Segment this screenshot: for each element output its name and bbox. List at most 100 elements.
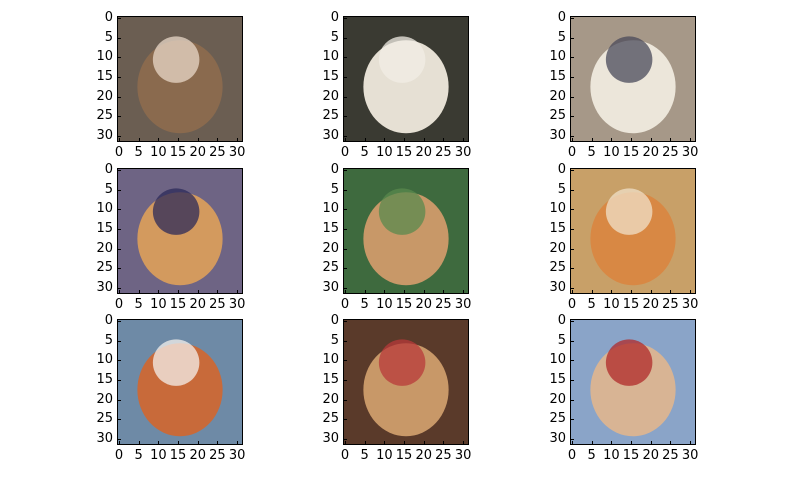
y-tick-mark xyxy=(343,380,347,381)
y-tick-mark xyxy=(570,136,574,137)
x-tick-label: 30 xyxy=(228,448,246,463)
x-tick-mark xyxy=(611,138,612,142)
dog-photo xyxy=(118,169,242,293)
y-tick-label: 0 xyxy=(330,9,339,25)
dog-photo xyxy=(344,17,468,141)
x-tick-label: 10 xyxy=(376,448,393,463)
x-tick-label: 30 xyxy=(228,145,246,160)
x-tick-mark xyxy=(670,441,671,445)
x-tick-mark xyxy=(237,441,238,445)
cat-photo xyxy=(571,169,695,293)
image-panel-5 xyxy=(343,168,469,294)
x-tick-label: 15 xyxy=(622,448,640,463)
x-tick-label: 30 xyxy=(454,448,472,463)
x-tick-label: 30 xyxy=(681,448,699,463)
x-tick-label: 5 xyxy=(134,448,143,463)
dog-head xyxy=(605,339,653,386)
x-tick-mark xyxy=(158,290,159,294)
x-tick-mark xyxy=(119,441,120,445)
y-tick-label: 5 xyxy=(557,332,566,348)
y-tick-mark xyxy=(343,209,347,210)
y-tick-mark xyxy=(570,97,574,98)
x-tick-label: 20 xyxy=(189,145,206,160)
x-tick-mark xyxy=(237,138,238,142)
x-tick-mark xyxy=(119,290,120,294)
y-tick-label: 20 xyxy=(549,240,566,256)
y-tick-mark xyxy=(343,77,347,78)
image-panel-1 xyxy=(117,16,243,142)
x-tick-mark xyxy=(611,441,612,445)
y-tick-label: 0 xyxy=(104,312,113,328)
dog-head xyxy=(378,188,426,235)
y-tick-mark xyxy=(343,116,347,117)
cat-head xyxy=(605,188,653,235)
x-tick-label: 20 xyxy=(415,145,432,160)
dog-photo xyxy=(344,169,468,293)
y-tick-mark xyxy=(570,419,574,420)
x-tick-label: 25 xyxy=(435,448,452,463)
x-tick-label: 20 xyxy=(415,297,432,312)
x-tick-mark xyxy=(463,290,464,294)
y-tick-label: 10 xyxy=(549,352,566,368)
y-tick-label: 10 xyxy=(96,49,113,65)
x-tick-mark xyxy=(404,290,405,294)
x-tick-label: 5 xyxy=(587,297,596,312)
y-tick-label: 25 xyxy=(322,108,339,124)
x-tick-label: 20 xyxy=(642,145,659,160)
dog-photo xyxy=(571,320,695,444)
y-tick-mark xyxy=(343,360,347,361)
y-tick-label: 25 xyxy=(549,108,566,124)
x-tick-mark xyxy=(592,441,593,445)
x-tick-label: 25 xyxy=(435,297,452,312)
y-tick-mark xyxy=(570,380,574,381)
x-tick-mark xyxy=(345,441,346,445)
x-tick-mark xyxy=(592,138,593,142)
y-tick-mark xyxy=(343,38,347,39)
y-tick-mark xyxy=(570,321,574,322)
y-tick-label: 5 xyxy=(104,29,113,45)
x-tick-mark xyxy=(651,138,652,142)
y-tick-label: 5 xyxy=(557,29,566,45)
y-tick-label: 5 xyxy=(557,181,566,197)
x-tick-mark xyxy=(690,138,691,142)
x-tick-label: 30 xyxy=(681,145,699,160)
y-tick-label: 15 xyxy=(96,372,113,388)
y-tick-label: 0 xyxy=(104,161,113,177)
dog-head xyxy=(378,339,426,386)
y-tick-label: 0 xyxy=(557,161,566,177)
x-tick-label: 15 xyxy=(395,145,413,160)
y-tick-mark xyxy=(117,38,121,39)
y-tick-label: 25 xyxy=(549,411,566,427)
dog-head xyxy=(152,188,200,235)
y-tick-mark xyxy=(117,321,121,322)
x-tick-label: 20 xyxy=(415,448,432,463)
y-tick-mark xyxy=(343,439,347,440)
x-tick-mark xyxy=(690,290,691,294)
y-tick-label: 10 xyxy=(322,49,339,65)
x-tick-mark xyxy=(572,290,573,294)
x-tick-mark xyxy=(198,138,199,142)
dog-head xyxy=(378,36,426,83)
y-tick-label: 30 xyxy=(96,431,113,447)
x-tick-label: 0 xyxy=(114,145,124,160)
x-tick-mark xyxy=(592,290,593,294)
x-tick-label: 10 xyxy=(376,297,393,312)
x-tick-label: 5 xyxy=(587,145,596,160)
x-tick-mark xyxy=(651,290,652,294)
x-tick-label: 20 xyxy=(642,297,659,312)
y-tick-label: 15 xyxy=(322,372,339,388)
x-tick-mark xyxy=(384,290,385,294)
x-tick-mark xyxy=(158,441,159,445)
dog-head xyxy=(152,339,200,386)
y-tick-mark xyxy=(117,190,121,191)
y-tick-mark xyxy=(343,288,347,289)
y-tick-label: 10 xyxy=(322,201,339,217)
x-tick-label: 0 xyxy=(340,448,350,463)
y-tick-label: 25 xyxy=(322,260,339,276)
x-tick-mark xyxy=(424,441,425,445)
y-tick-label: 0 xyxy=(330,161,339,177)
cat-photo xyxy=(118,17,242,141)
x-tick-mark xyxy=(572,441,573,445)
x-tick-mark xyxy=(345,138,346,142)
y-tick-mark xyxy=(343,229,347,230)
